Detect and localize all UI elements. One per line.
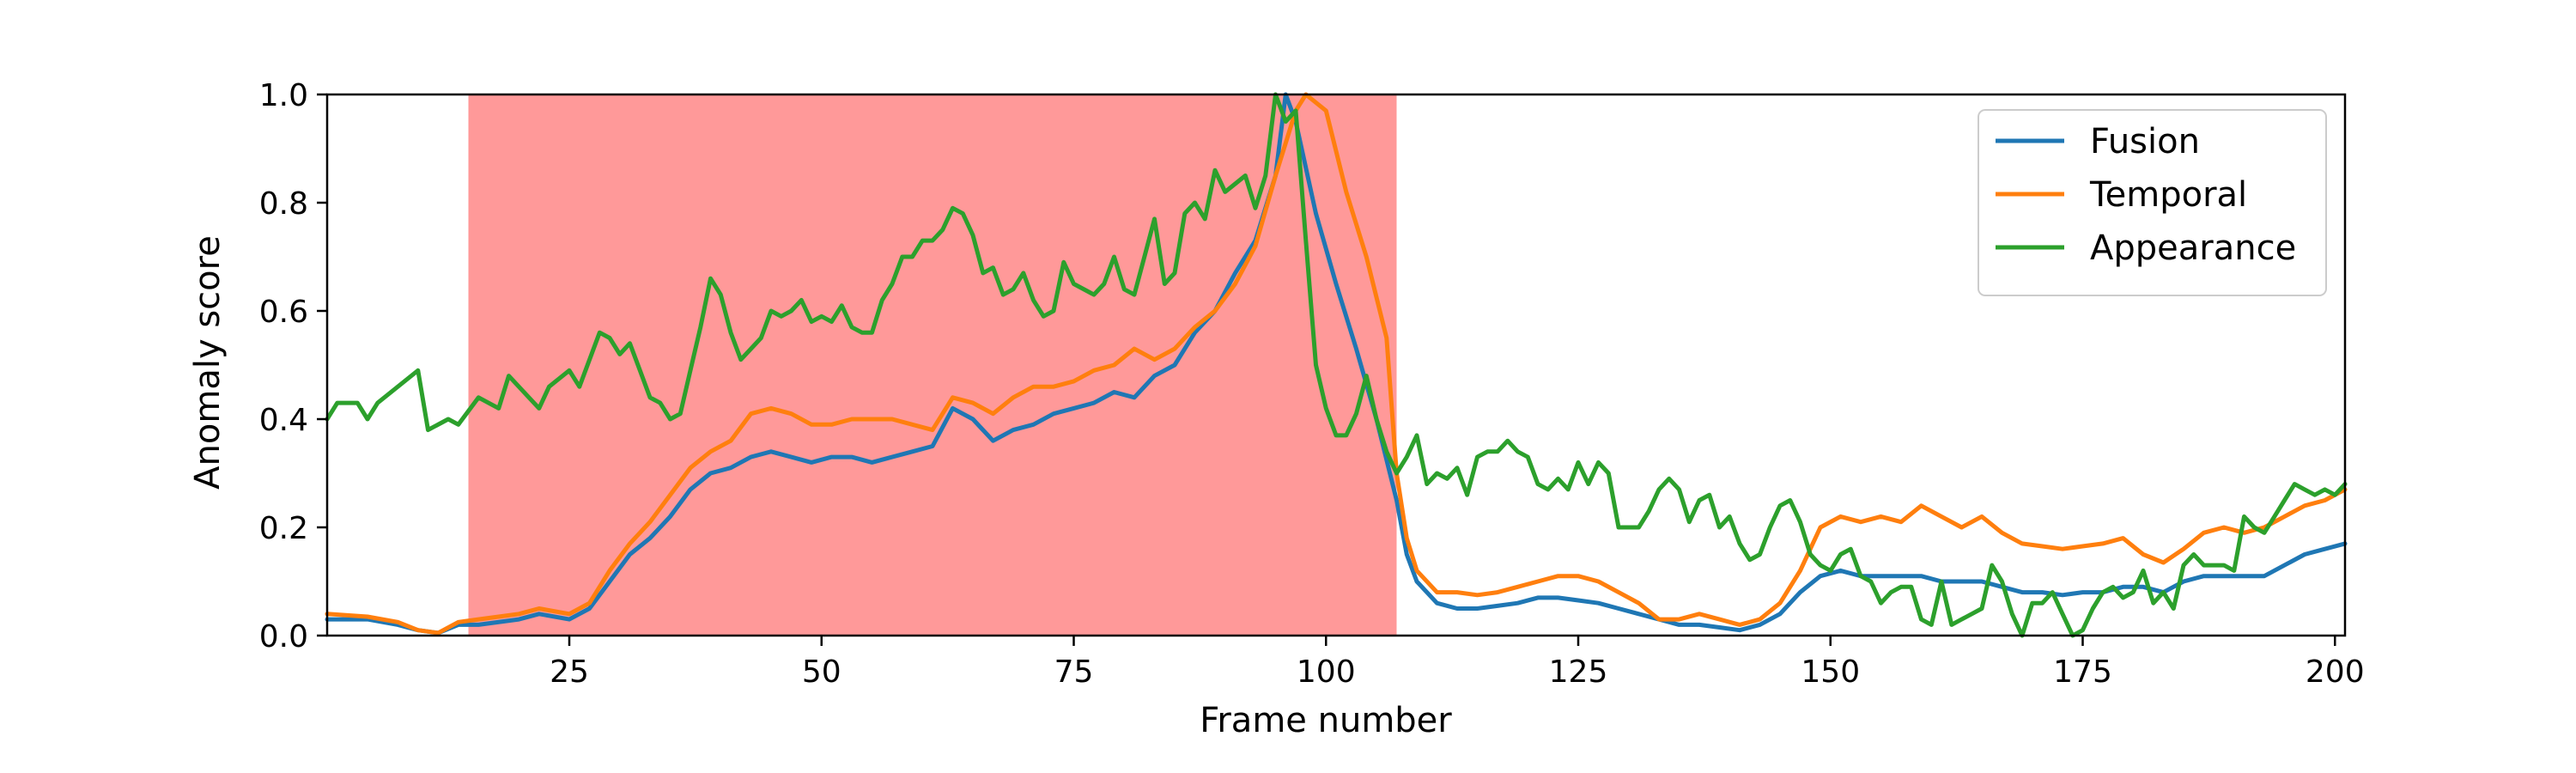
y-tick-label: 0.2	[259, 511, 308, 546]
legend-label-temporal: Temporal	[2089, 175, 2247, 215]
anomaly-shaded-region	[468, 94, 1397, 636]
y-axis: 0.0 0.2 0.4 0.6 0.8 1.0	[259, 78, 327, 654]
x-tick-label: 75	[1054, 654, 1094, 690]
y-axis-title: Anomaly score	[188, 235, 228, 490]
x-axis-title: Frame number	[1200, 701, 1452, 740]
y-tick-label: 0.4	[259, 403, 308, 438]
legend-label-fusion: Fusion	[2090, 122, 2200, 161]
plot-frame	[325, 93, 2347, 637]
x-axis: 25 50 75 100 125 150 175 200	[550, 636, 2365, 690]
legend: Fusion Temporal Appearance	[1978, 109, 2327, 296]
y-tick-label: 0.6	[259, 295, 308, 330]
y-tick-label: 1.0	[259, 78, 308, 113]
plot-area	[325, 92, 2348, 638]
x-tick-label: 125	[1549, 654, 1608, 690]
x-tick-label: 25	[550, 654, 589, 690]
legend-box	[1978, 109, 2327, 296]
series-line-temporal	[325, 92, 2348, 636]
x-tick-label: 200	[2306, 654, 2365, 690]
y-tick-label: 0.0	[259, 619, 308, 654]
x-tick-label: 175	[2053, 654, 2112, 690]
x-tick-label: 150	[1801, 654, 1860, 690]
x-tick-label: 100	[1297, 654, 1356, 690]
x-tick-label: 50	[802, 654, 841, 690]
legend-label-appearance: Appearance	[2090, 228, 2296, 268]
y-tick-label: 0.8	[259, 186, 308, 222]
